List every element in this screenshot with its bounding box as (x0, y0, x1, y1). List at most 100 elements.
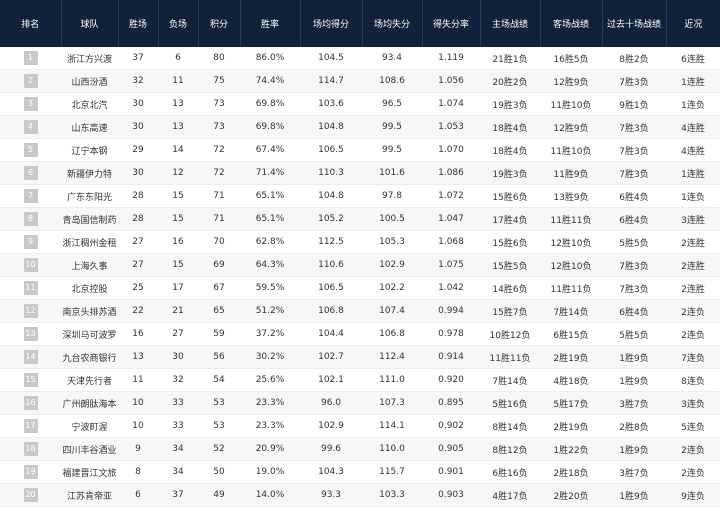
table-row: 3 北京北汽 30 13 73 69.8% 103.6 96.5 1.074 19胜3负 11胜10… (0, 92, 720, 116)
cell-avg-allowed: 96.5 (362, 92, 422, 116)
cell-last-ten: 3胜7负 (602, 391, 666, 415)
cell-away-record: 16胜5负 (540, 47, 602, 70)
header-team: 球队 (61, 0, 119, 47)
cell-rank: 13 (0, 322, 61, 346)
cell-avg-score: 104.4 (300, 322, 362, 346)
table-row: 19 福建晋江文旅 8 34 50 19.0% 104.3 115.7 0.901 6胜16负 2胜… (0, 460, 720, 484)
cell-team: 九台农商银行 (61, 345, 118, 369)
cell-last-ten: 7胜3负 (602, 161, 666, 185)
cell-points: 54 (198, 368, 240, 392)
cell-score-ratio: 0.895 (422, 391, 480, 415)
rank-badge: 9 (23, 235, 38, 249)
cell-losses: 14 (158, 138, 198, 162)
cell-win-rate: 74.4% (240, 69, 300, 93)
cell-win-rate: 25.6% (240, 368, 300, 392)
cell-score-ratio: 1.119 (422, 47, 480, 70)
cell-avg-allowed: 111.0 (362, 368, 422, 392)
header-row: 排名 球队 胜场 负场 积分 胜率 场均得分 场均失分 得失分率 主场战绩 客场战绩 过去十场战绩 近况 (0, 0, 720, 47)
cell-avg-score: 103.6 (300, 92, 362, 116)
cell-home-record: 15胜7负 (480, 299, 540, 323)
rank-badge: 20 (23, 488, 38, 502)
cell-losses: 21 (158, 299, 198, 323)
cell-score-ratio: 0.902 (422, 414, 480, 438)
cell-away-record: 6胜15负 (540, 322, 602, 346)
cell-points: 52 (198, 437, 240, 461)
header-wins: 胜场 (118, 0, 159, 47)
rank-badge: 5 (23, 143, 38, 157)
table-row: 13 深圳马可波罗 16 27 59 37.2% 104.4 106.8 0.978 10胜12负… (0, 322, 720, 346)
cell-points: 53 (198, 391, 240, 415)
cell-score-ratio: 1.070 (422, 138, 480, 162)
cell-avg-score: 106.5 (300, 276, 362, 300)
header-win-rate: 胜率 (240, 0, 301, 47)
table-row: 15 天津先行者 11 32 54 25.6% 102.1 111.0 0.920 7胜14负 4胜… (0, 368, 720, 392)
cell-avg-score: 104.8 (300, 115, 362, 139)
cell-last-ten: 5胜5负 (602, 230, 666, 254)
cell-last-ten: 6胜4负 (602, 207, 666, 231)
cell-win-rate: 69.8% (240, 115, 300, 139)
cell-avg-allowed: 99.5 (362, 115, 422, 139)
cell-win-rate: 62.8% (240, 230, 300, 254)
cell-rank: 12 (0, 299, 61, 323)
cell-points: 53 (198, 414, 240, 438)
cell-avg-allowed: 105.3 (362, 230, 422, 254)
cell-away-record: 7胜14负 (540, 299, 602, 323)
table-row: 6 新疆伊力特 30 12 72 71.4% 110.3 101.6 1.086 19胜3负 11胜… (0, 161, 720, 185)
cell-win-rate: 67.4% (240, 138, 300, 162)
rank-badge: 7 (23, 189, 38, 203)
cell-rank: 4 (0, 115, 61, 139)
header-home-record: 主场战绩 (480, 0, 541, 47)
cell-home-record: 10胜12负 (480, 322, 540, 346)
table-body: 1 浙江方兴渡 37 6 80 86.0% 104.5 93.4 1.119 21胜1负 16胜5负… (0, 47, 720, 507)
cell-avg-allowed: 106.8 (362, 322, 422, 346)
cell-win-rate: 37.2% (240, 322, 300, 346)
table-row: 4 山东高速 30 13 73 69.8% 104.8 99.5 1.053 18胜4负 12胜9负… (0, 115, 720, 139)
cell-away-record: 11胜11负 (540, 207, 602, 231)
cell-team: 四川丰谷酒业 (61, 437, 118, 461)
cell-rank: 7 (0, 184, 61, 208)
cell-away-record: 2胜18负 (540, 460, 602, 484)
cell-team: 辽宁本钢 (61, 138, 118, 162)
cell-team: 宁波町渥 (61, 414, 118, 438)
table-row: 20 江苏肯帝亚 6 37 49 14.0% 93.3 103.3 0.903 4胜17负 2胜20… (0, 483, 720, 507)
cell-rank: 2 (0, 69, 61, 93)
cell-wins: 37 (118, 47, 158, 70)
cell-streak: 1连胜 (666, 161, 720, 185)
cell-team: 上海久事 (61, 253, 118, 277)
cell-losses: 11 (158, 69, 198, 93)
cell-last-ten: 8胜2负 (602, 47, 666, 70)
cell-wins: 11 (118, 368, 158, 392)
cell-win-rate: 23.3% (240, 391, 300, 415)
cell-avg-score: 93.3 (300, 483, 362, 507)
cell-rank: 18 (0, 437, 61, 461)
rank-badge: 15 (23, 373, 38, 387)
rank-badge: 3 (23, 97, 38, 111)
cell-points: 50 (198, 460, 240, 484)
cell-home-record: 15胜6负 (480, 184, 540, 208)
cell-home-record: 19胜3负 (480, 161, 540, 185)
cell-avg-allowed: 103.3 (362, 483, 422, 507)
header-avg-score: 场均得分 (300, 0, 363, 47)
cell-losses: 6 (158, 47, 198, 70)
cell-avg-allowed: 115.7 (362, 460, 422, 484)
cell-win-rate: 51.2% (240, 299, 300, 323)
cell-last-ten: 1胜9负 (602, 368, 666, 392)
cell-team: 山东高速 (61, 115, 118, 139)
cell-rank: 19 (0, 460, 61, 484)
rank-badge: 11 (23, 281, 38, 295)
cell-team: 深圳马可波罗 (61, 322, 118, 346)
cell-wins: 28 (118, 184, 158, 208)
cell-win-rate: 86.0% (240, 47, 300, 70)
cell-avg-allowed: 110.0 (362, 437, 422, 461)
cell-last-ten: 7胜3负 (602, 69, 666, 93)
rank-badge: 19 (23, 465, 38, 479)
cell-score-ratio: 1.074 (422, 92, 480, 116)
cell-streak: 6连胜 (666, 47, 720, 70)
cell-home-record: 20胜2负 (480, 69, 540, 93)
cell-rank: 1 (0, 47, 61, 70)
cell-win-rate: 23.3% (240, 414, 300, 438)
cell-home-record: 5胜16负 (480, 391, 540, 415)
cell-wins: 30 (118, 115, 158, 139)
cell-last-ten: 6胜4负 (602, 299, 666, 323)
